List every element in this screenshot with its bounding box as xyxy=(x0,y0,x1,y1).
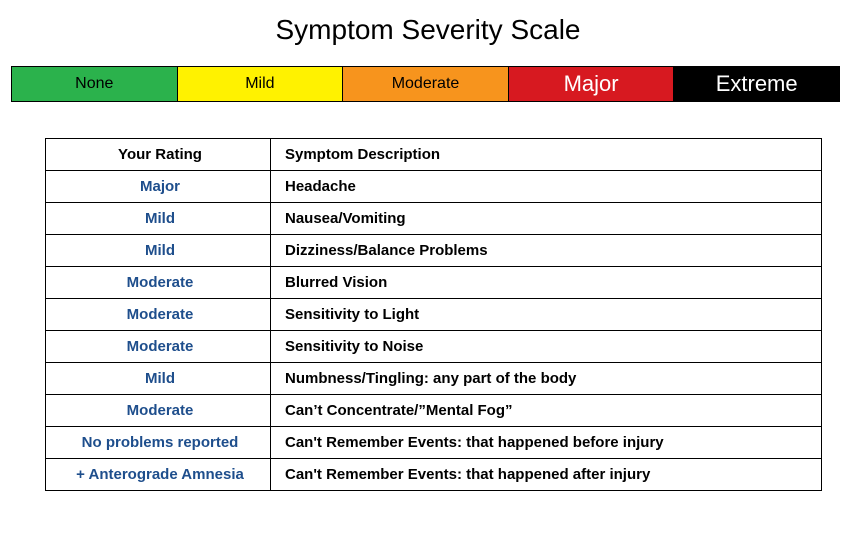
scale-level-extreme: Extreme xyxy=(673,67,839,101)
table-row: ModerateCan’t Concentrate/”Mental Fog” xyxy=(46,395,822,427)
description-cell: Can't Remember Events: that happened aft… xyxy=(271,459,822,491)
rating-cell: Moderate xyxy=(46,331,271,363)
rating-cell: Mild xyxy=(46,363,271,395)
description-cell: Sensitivity to Light xyxy=(271,299,822,331)
table-row: + Anterograde AmnesiaCan't Remember Even… xyxy=(46,459,822,491)
scale-level-none: None xyxy=(12,67,177,101)
table-row: MajorHeadache xyxy=(46,171,822,203)
description-cell: Can't Remember Events: that happened bef… xyxy=(271,427,822,459)
table-row: MildNausea/Vomiting xyxy=(46,203,822,235)
rating-cell: Mild xyxy=(46,235,271,267)
table-row: MildNumbness/Tingling: any part of the b… xyxy=(46,363,822,395)
rating-cell: Moderate xyxy=(46,267,271,299)
rating-cell: Major xyxy=(46,171,271,203)
rating-cell: + Anterograde Amnesia xyxy=(46,459,271,491)
page-title: Symptom Severity Scale xyxy=(0,14,856,46)
table-header-row: Your Rating Symptom Description xyxy=(46,139,822,171)
description-cell: Can’t Concentrate/”Mental Fog” xyxy=(271,395,822,427)
rating-cell: Mild xyxy=(46,203,271,235)
description-cell: Headache xyxy=(271,171,822,203)
symptom-table: Your Rating Symptom Description MajorHea… xyxy=(45,138,822,491)
table-body: MajorHeadacheMildNausea/VomitingMildDizz… xyxy=(46,171,822,491)
table-row: No problems reportedCan't Remember Event… xyxy=(46,427,822,459)
description-cell: Dizziness/Balance Problems xyxy=(271,235,822,267)
table-row: ModerateSensitivity to Noise xyxy=(46,331,822,363)
severity-scale-bar: NoneMildModerateMajorExtreme xyxy=(11,66,840,102)
description-cell: Numbness/Tingling: any part of the body xyxy=(271,363,822,395)
table-row: ModerateBlurred Vision xyxy=(46,267,822,299)
col-header-rating: Your Rating xyxy=(46,139,271,171)
rating-cell: Moderate xyxy=(46,395,271,427)
table-row: MildDizziness/Balance Problems xyxy=(46,235,822,267)
scale-level-moderate: Moderate xyxy=(342,67,508,101)
table-row: ModerateSensitivity to Light xyxy=(46,299,822,331)
scale-level-major: Major xyxy=(508,67,674,101)
col-header-description: Symptom Description xyxy=(271,139,822,171)
scale-level-mild: Mild xyxy=(177,67,343,101)
description-cell: Sensitivity to Noise xyxy=(271,331,822,363)
description-cell: Nausea/Vomiting xyxy=(271,203,822,235)
description-cell: Blurred Vision xyxy=(271,267,822,299)
rating-cell: Moderate xyxy=(46,299,271,331)
page: Symptom Severity Scale NoneMildModerateM… xyxy=(0,0,856,491)
rating-cell: No problems reported xyxy=(46,427,271,459)
